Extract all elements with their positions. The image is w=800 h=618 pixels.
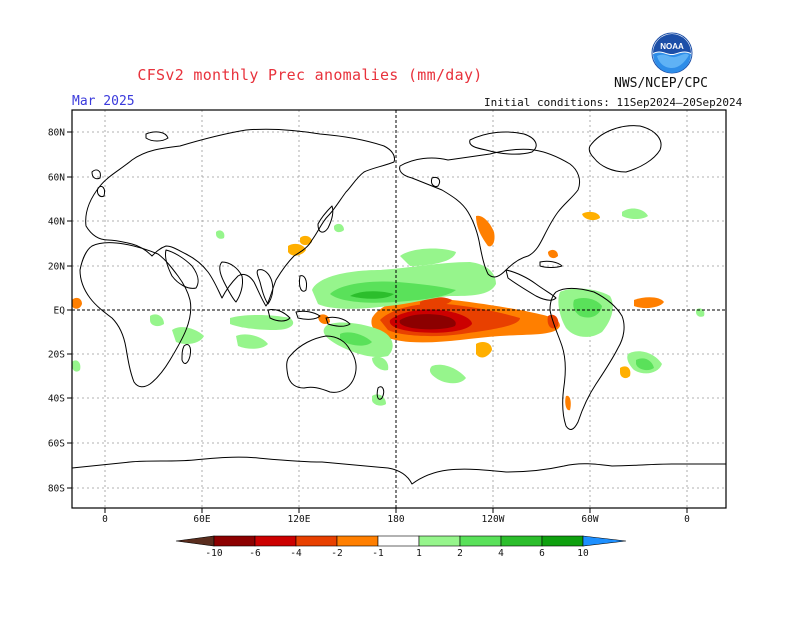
lon-label-0-east: 0 (684, 514, 690, 525)
colorbar-label: -2 (331, 548, 342, 559)
map-plot-area (72, 110, 726, 508)
initial-conditions: Initial conditions: 11Sep2024–20Sep2024 (484, 96, 743, 109)
lat-label-60s: 60S (48, 439, 65, 450)
lat-label-40s: 40S (48, 394, 65, 405)
agency-label: NWS/NCEP/CPC (614, 76, 708, 91)
wet-anomaly-regions (72, 208, 705, 406)
chart-title: CFSv2 monthly Prec anomalies (mm/day) (137, 66, 483, 84)
lon-label-60e: 60E (193, 514, 210, 525)
map-frame (71, 109, 727, 509)
colorbar-left-arrow (175, 535, 215, 547)
lat-label-80s: 80S (48, 484, 65, 495)
map-gridlines (72, 110, 726, 508)
colorbar-label: 1 (416, 548, 422, 559)
lon-label-60w: 60W (581, 514, 598, 525)
colorbar-swatch (418, 535, 461, 547)
svg-text:NOAA: NOAA (660, 42, 684, 51)
colorbar-swatch (254, 535, 297, 547)
lat-label-eq: EQ (54, 306, 66, 317)
dry-anomaly-regions (72, 211, 664, 411)
colorbar-swatch (541, 535, 584, 547)
colorbar-swatch (213, 535, 256, 547)
lat-label-20n: 20N (48, 262, 65, 273)
colorbar-swatch (377, 535, 420, 547)
lat-label-40n: 40N (48, 217, 65, 228)
coastlines (72, 125, 726, 485)
colorbar-swatch (336, 535, 379, 547)
lon-label-120e: 120E (288, 514, 311, 525)
colorbar-label: -6 (249, 548, 261, 559)
colorbar-swatch (459, 535, 502, 547)
noaa-logo: NOAA (651, 32, 693, 74)
lat-label-20s: 20S (48, 350, 65, 361)
colorbar-label: 4 (498, 548, 504, 559)
lat-label-80n: 80N (48, 128, 65, 139)
forecast-month: Mar 2025 (72, 94, 135, 109)
colorbar-label: -1 (372, 548, 384, 559)
lat-label-60n: 60N (48, 173, 65, 184)
colorbar-label: 2 (457, 548, 463, 559)
colorbar-label: -10 (205, 548, 222, 559)
colorbar-label: -4 (290, 548, 302, 559)
lon-axis: 0 60E 120E 180 120W 60W 0 (102, 508, 690, 525)
lon-label-0: 0 (102, 514, 108, 525)
lat-axis: 80N 60N 40N 20N EQ 20S 40S 60S 80S (48, 128, 72, 495)
colorbar-label: 10 (577, 548, 589, 559)
colorbar-swatch (500, 535, 543, 547)
lon-label-180: 180 (387, 514, 404, 525)
colorbar-label: 6 (539, 548, 545, 559)
lon-label-120w: 120W (482, 514, 505, 525)
colorbar-right-arrow (582, 535, 627, 547)
colorbar-swatch (295, 535, 338, 547)
colorbar: -10 -6 -4 -2 -1 1 2 4 6 10 (175, 535, 627, 559)
